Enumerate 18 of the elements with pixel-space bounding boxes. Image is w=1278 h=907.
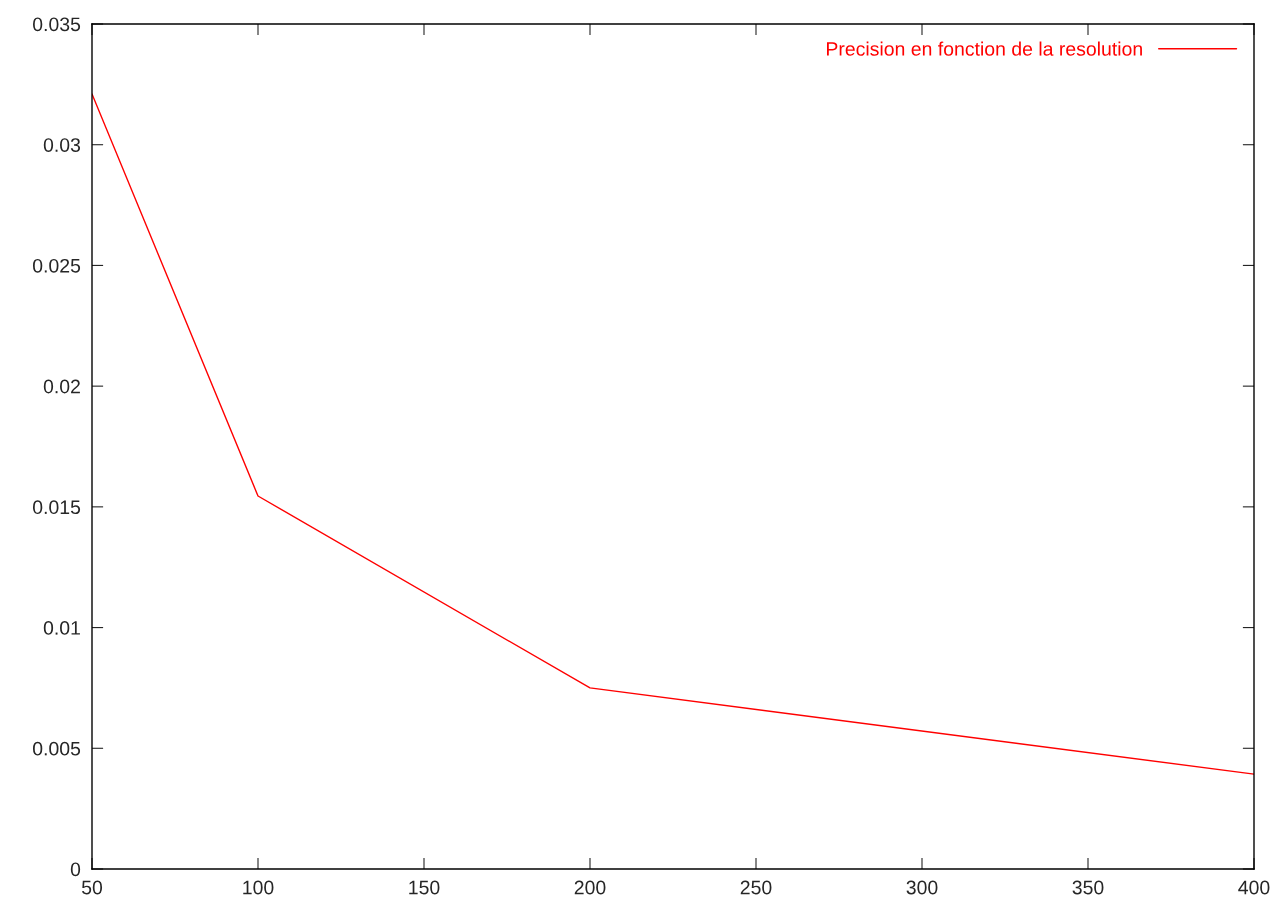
line-series xyxy=(92,93,1254,775)
x-tick-label: 50 xyxy=(81,880,103,895)
legend-label: Precision en fonction de la resolution xyxy=(827,41,1142,56)
y-tick-label: 0.025 xyxy=(32,258,81,273)
y-tick-label: 0.005 xyxy=(32,741,81,756)
x-tick-label: 150 xyxy=(409,880,440,895)
x-tick-label: 200 xyxy=(574,880,606,895)
y-tick-label: 0.015 xyxy=(32,500,81,515)
y-tick-label: 0.01 xyxy=(43,621,80,635)
x-tick-label: 250 xyxy=(740,880,772,895)
x-tick-label: 300 xyxy=(906,880,938,895)
y-tick-label: 0 xyxy=(70,862,81,877)
x-tick-label: 400 xyxy=(1238,880,1270,895)
y-tick-label: 0.03 xyxy=(43,138,81,152)
x-tick-label: 350 xyxy=(1072,880,1104,895)
y-tick-label: 0.035 xyxy=(32,17,81,32)
x-tick-label: 100 xyxy=(243,880,274,895)
y-tick-label: 0.02 xyxy=(43,379,80,394)
